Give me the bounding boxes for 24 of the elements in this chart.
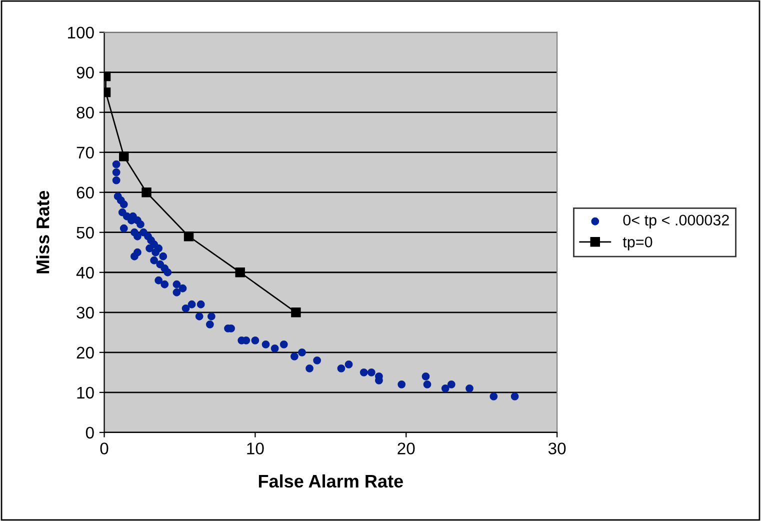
legend-label: tp=0 (622, 236, 652, 250)
y-axis-title: Miss Rate (36, 190, 50, 274)
y-tick-label: 30 (76, 306, 94, 319)
y-tick-label: 80 (76, 106, 94, 119)
point (291, 308, 301, 318)
y-tick-label: 10 (77, 386, 94, 399)
y-tick-label: 70 (76, 146, 94, 159)
x-axis-title: False Alarm Rate (258, 474, 403, 488)
y-tick-label: 90 (76, 66, 94, 79)
y-tick-label: 20 (76, 346, 94, 359)
x-tick-label: 30 (548, 442, 566, 454)
point (142, 187, 152, 198)
x-tick-label: 0 (100, 442, 108, 454)
y-tick-label: 0 (86, 426, 94, 439)
y-tick-label: 100 (68, 26, 94, 39)
point (184, 232, 194, 242)
point (119, 151, 129, 162)
point (235, 268, 245, 278)
y-tick-label: 50 (76, 226, 94, 239)
y-tick-label: 60 (76, 186, 94, 199)
y-tick-label: 40 (76, 266, 94, 279)
x-tick-label: 20 (398, 442, 415, 454)
legend-label: 0< tp < .000032 (623, 214, 729, 229)
x-tick-label: 10 (247, 442, 264, 454)
